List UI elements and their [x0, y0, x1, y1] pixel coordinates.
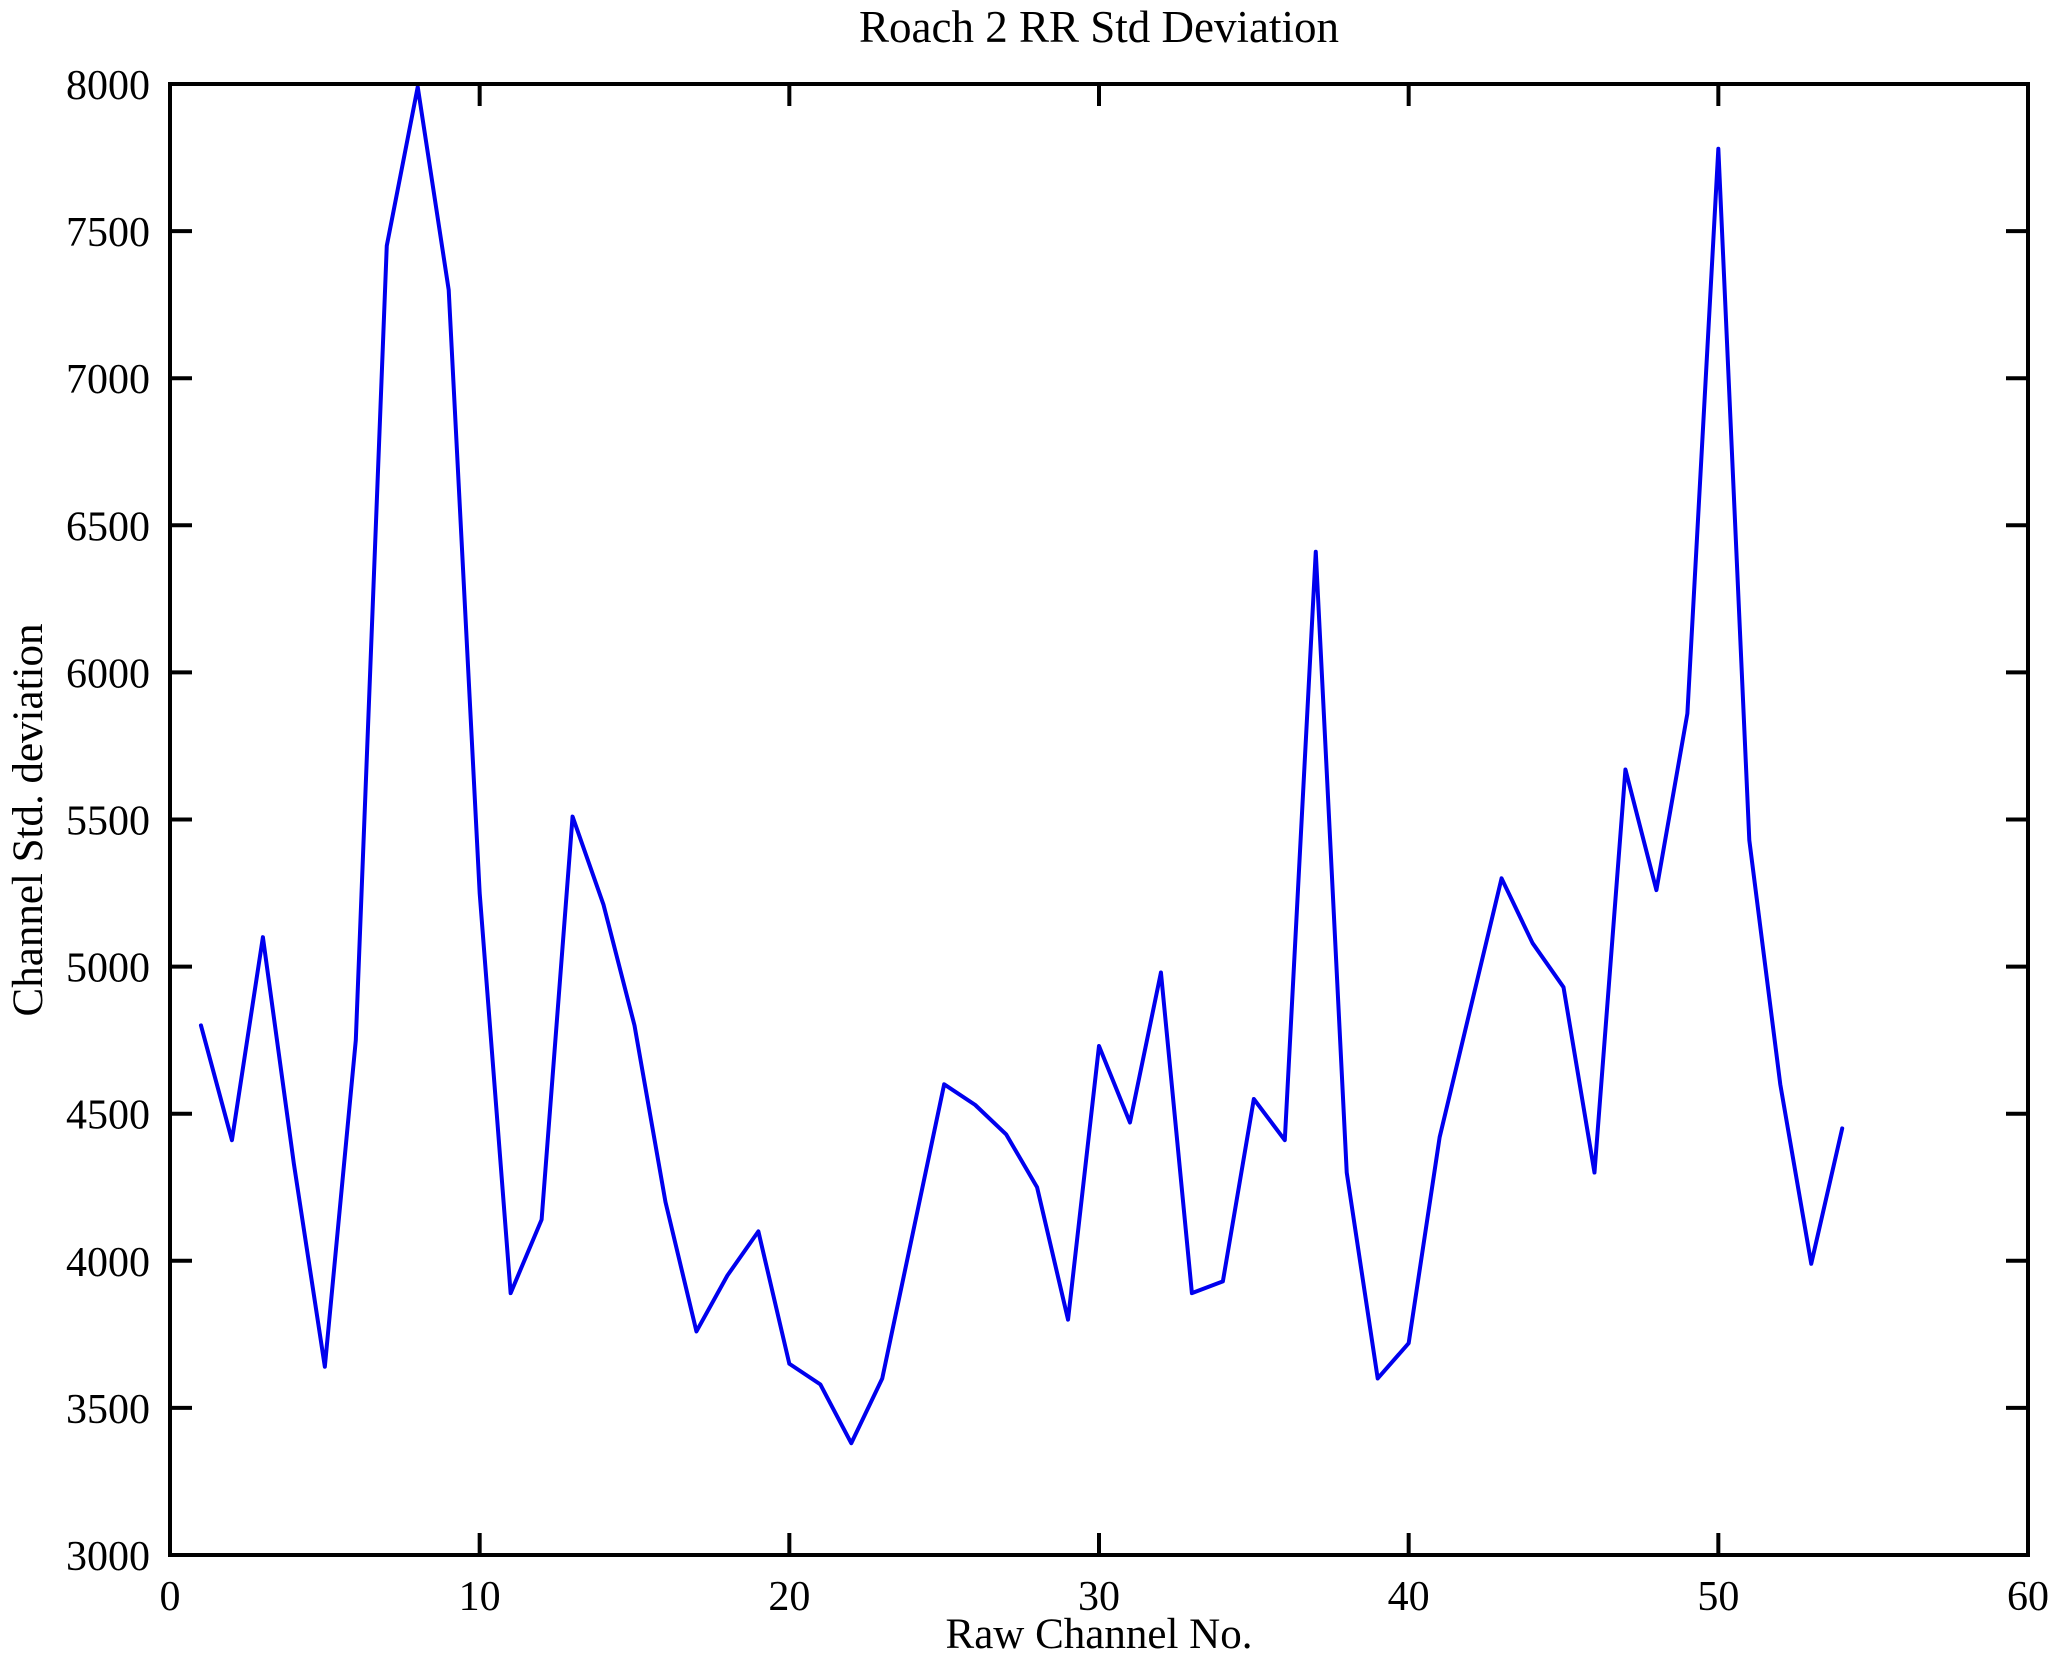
- y-tick-label: 8000: [66, 63, 150, 109]
- y-tick-label: 7500: [66, 210, 150, 256]
- axes-box: [168, 82, 2030, 1557]
- x-tick-label: 30: [1078, 1574, 1120, 1620]
- y-tick-label: 6500: [66, 504, 150, 550]
- x-axis-label: Raw Channel No.: [946, 1611, 1253, 1658]
- x-tick-label: 20: [768, 1574, 810, 1620]
- y-tick-label: 3000: [66, 1534, 150, 1580]
- x-tick-label: 60: [2007, 1574, 2049, 1620]
- x-tick-label: 40: [1388, 1574, 1430, 1620]
- axis-tick-labels: 0 10 20 30 40 50 60 3000 3500 4000 4500 5000 5500 600…: [66, 63, 2049, 1620]
- y-tick-label: 4000: [66, 1240, 150, 1286]
- chart-title: Roach 2 RR Std Deviation: [859, 2, 1339, 52]
- y-tick-label: 3500: [66, 1387, 150, 1433]
- series-line: [198, 84, 1845, 1446]
- y-tick-label: 4500: [66, 1093, 150, 1139]
- y-tick-label: 7000: [66, 357, 150, 403]
- x-tick-label: 50: [1697, 1574, 1739, 1620]
- x-tick-label: 10: [459, 1574, 501, 1620]
- y-tick-label: 6000: [66, 651, 150, 697]
- x-tick-label: 0: [160, 1574, 181, 1620]
- y-tick-label: 5500: [66, 799, 150, 845]
- y-tick-label: 5000: [66, 946, 150, 992]
- y-axis-label: Channel Std. deviation: [5, 624, 52, 1017]
